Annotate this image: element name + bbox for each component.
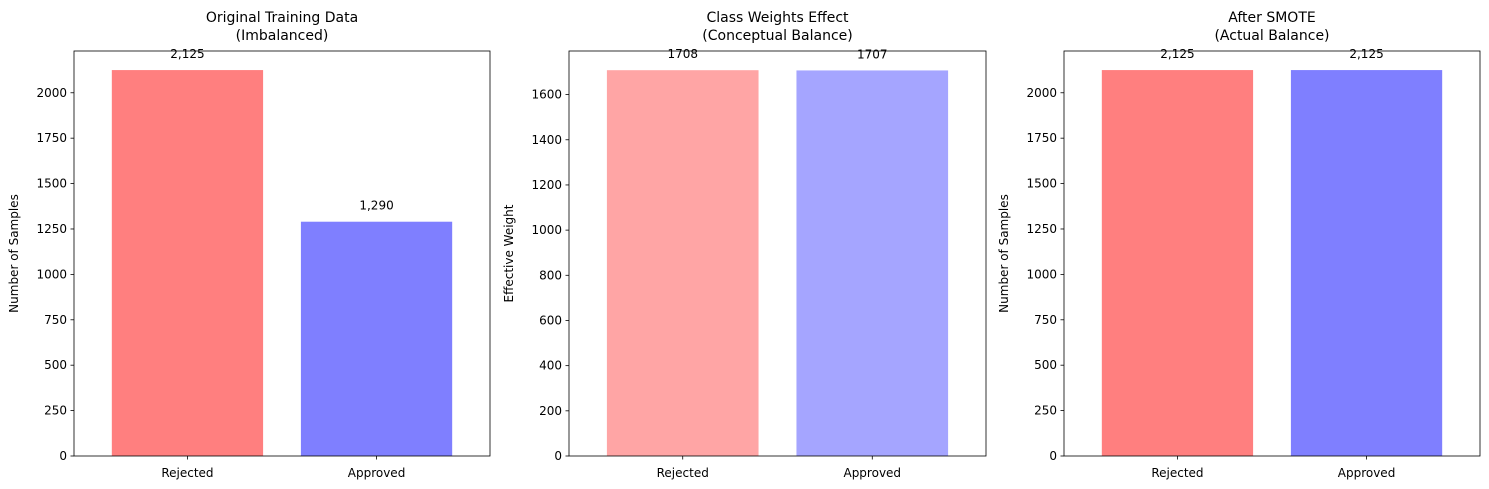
y-axis-label: Number of Samples <box>7 194 21 313</box>
y-tick-label: 2000 <box>36 86 67 100</box>
y-tick-label: 1500 <box>1026 177 1057 191</box>
y-tick-label: 1250 <box>36 222 67 236</box>
x-tick-label: Approved <box>348 466 406 480</box>
y-axis-label: Effective Weight <box>502 204 516 302</box>
y-tick-label: 1500 <box>36 177 67 191</box>
data-label: 1707 <box>857 47 888 61</box>
y-tick-label: 1000 <box>36 267 67 281</box>
y-tick-label: 800 <box>539 268 562 282</box>
bar-rejected <box>1101 70 1254 456</box>
y-tick-label: 600 <box>539 313 562 327</box>
y-tick-label: 0 <box>1049 449 1057 463</box>
chart-title: (Conceptual Balance) <box>702 28 852 44</box>
y-tick-label: 2000 <box>1026 86 1057 100</box>
bar-approved <box>1290 70 1443 456</box>
x-tick-label: Approved <box>1338 466 1396 480</box>
x-tick-label: Rejected <box>1151 466 1203 480</box>
axes-frame <box>568 50 987 457</box>
y-tick-label: 500 <box>1034 358 1057 372</box>
y-tick-label: 750 <box>44 313 67 327</box>
y-tick-label: 0 <box>59 449 67 463</box>
y-tick-label: 0 <box>554 449 562 463</box>
data-label: 2,125 <box>170 47 204 61</box>
y-axis-label: Number of Samples <box>997 194 1011 313</box>
x-tick-label: Approved <box>843 466 901 480</box>
y-tick-label: 1200 <box>531 178 562 192</box>
data-label: 1708 <box>667 47 698 61</box>
y-tick-label: 500 <box>44 358 67 372</box>
axes-frame <box>1063 50 1481 457</box>
data-label: 2,125 <box>1349 47 1383 61</box>
bar-approved <box>796 70 949 457</box>
y-tick-label: 750 <box>1034 313 1057 327</box>
axes-frame <box>73 50 491 457</box>
data-label: 1,290 <box>359 199 393 213</box>
y-tick-label: 250 <box>1034 404 1057 418</box>
y-tick-label: 1750 <box>36 131 67 145</box>
y-tick-label: 1000 <box>531 223 562 237</box>
chart-title: After SMOTE <box>1228 10 1315 26</box>
chart-title: Class Weights Effect <box>706 10 849 26</box>
chart-panel-3: 0 250 500 750 1000 1250 1500 1750 2000 Rejected Ap… <box>997 10 1481 480</box>
chart-panel-2: 0 200 400 600 800 1000 1200 1400 1600 Rejected App… <box>502 10 987 480</box>
y-tick-label: 1400 <box>531 133 562 147</box>
chart-panel-1: 0 250 500 750 1000 1250 1500 1750 2000 Rejected Ap… <box>7 10 491 480</box>
y-tick-label: 1750 <box>1026 131 1057 145</box>
y-tick-label: 250 <box>44 404 67 418</box>
x-tick-label: Rejected <box>657 466 709 480</box>
bar-rejected <box>111 70 264 456</box>
y-tick-label: 1250 <box>1026 222 1057 236</box>
bar-rejected <box>606 70 759 456</box>
bar-approved <box>300 221 453 456</box>
y-tick-label: 1000 <box>1026 267 1057 281</box>
y-tick-label: 400 <box>539 359 562 373</box>
chart-title: (Actual Balance) <box>1214 28 1329 44</box>
chart-title: (Imbalanced) <box>236 28 329 44</box>
y-tick-label: 1600 <box>531 88 562 102</box>
data-label: 2,125 <box>1160 47 1194 61</box>
y-tick-label: 200 <box>539 404 562 418</box>
x-tick-label: Rejected <box>161 466 213 480</box>
chart-title: Original Training Data <box>206 10 358 26</box>
